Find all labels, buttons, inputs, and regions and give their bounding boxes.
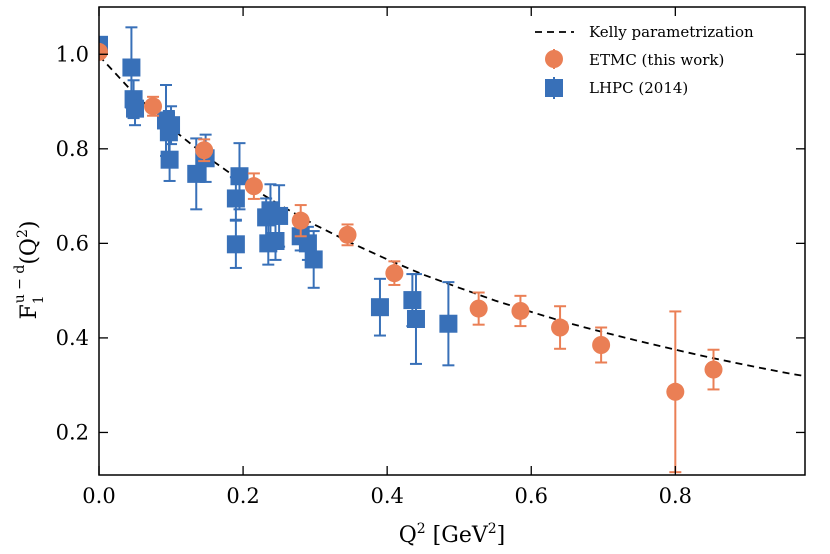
etmc-point: [469, 299, 488, 318]
lhpc-point: [162, 116, 181, 135]
legend: Kelly parametrization ETMC (this work) L…: [535, 23, 754, 99]
etmc-point: [291, 211, 310, 230]
legend-etmc-marker: [545, 50, 563, 68]
x-axis-title-unit-close: ]: [497, 523, 506, 548]
lhpc-point: [226, 235, 245, 254]
legend-lhpc-label: LHPC (2014): [589, 79, 688, 97]
x-tick-label: 0.8: [659, 484, 692, 508]
lhpc-point: [304, 250, 323, 269]
lhpc-point: [270, 206, 289, 225]
legend-etmc-label: ETMC (this work): [589, 51, 724, 69]
etmc-point: [244, 177, 263, 196]
etmc-point: [385, 264, 404, 283]
plot-area: [99, 26, 805, 474]
lhpc-point: [266, 232, 285, 250]
x-tick-label: 0.4: [370, 484, 403, 508]
x-axis-title-base: Q: [399, 523, 417, 548]
lhpc-point: [439, 314, 458, 333]
y-axis-title: F1u − d(Q2): [12, 221, 47, 320]
lhpc-point: [370, 298, 389, 317]
lhpc-point: [160, 150, 179, 169]
y-axis-title-arg-open: (Q: [17, 238, 42, 265]
kelly-curve: [99, 55, 805, 378]
etmc-point: [704, 360, 723, 379]
y-axis-title-base: F: [17, 304, 42, 319]
etmc-point: [511, 301, 530, 320]
y-tick-label: 0.8: [56, 137, 89, 161]
etmc-point: [666, 382, 685, 401]
lhpc-point: [226, 189, 245, 208]
y-tick-label: 1.0: [56, 42, 89, 66]
y-tick-label: 0.2: [56, 420, 89, 444]
etmc-point: [195, 141, 214, 160]
legend-kelly-label: Kelly parametrization: [589, 23, 754, 41]
x-axis-title-unit-sup: 2: [488, 521, 497, 537]
lhpc-point: [126, 99, 145, 118]
lhpc-point: [403, 291, 422, 310]
etmc-point: [144, 97, 163, 116]
x-tick-label: 0.2: [226, 484, 259, 508]
lhpc-point: [187, 164, 206, 183]
etmc-point: [551, 318, 570, 337]
x-tick-label: 0.0: [82, 484, 115, 508]
x-axis-title: Q2 [GeV2]: [399, 521, 506, 548]
etmc-point: [338, 225, 357, 244]
axis-ticks: 0.0 0.2 0.4 0.6 0.8 0.2 0.4 0.6 0.8 1.0: [56, 7, 805, 508]
x-axis-title-sup: 2: [417, 521, 426, 537]
y-axis-title-sub: 1: [31, 295, 47, 304]
etmc-point: [99, 42, 108, 61]
y-axis-title-arg-close: ): [17, 221, 42, 230]
legend-lhpc-marker: [545, 79, 563, 97]
lhpc-point: [122, 58, 141, 77]
y-tick-label: 0.6: [56, 231, 89, 255]
x-axis-title-unit-open: [GeV: [426, 523, 489, 548]
lhpc-point: [230, 167, 249, 186]
y-axis-title-arg-sup: 2: [15, 229, 31, 238]
etmc-point: [592, 336, 611, 354]
lhpc-point: [298, 234, 317, 253]
y-axis-title-sup: u − d: [12, 265, 28, 304]
data-layer: [99, 26, 805, 474]
plot-frame: [98, 6, 806, 476]
y-tick-label: 0.4: [56, 326, 89, 350]
x-tick-label: 0.6: [515, 484, 548, 508]
lhpc-point: [406, 310, 425, 328]
